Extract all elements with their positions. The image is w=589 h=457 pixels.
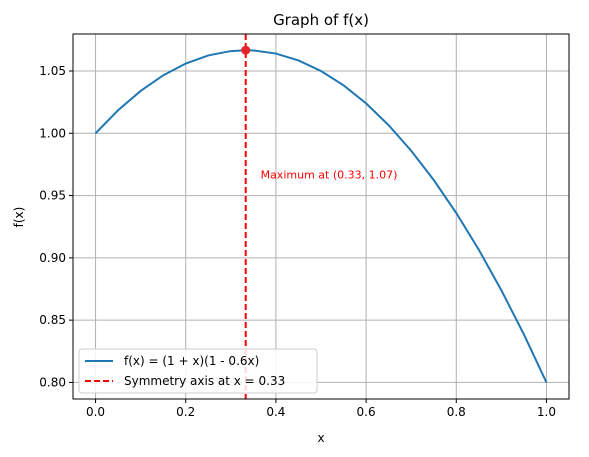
- x-tick-label: 0.6: [357, 405, 376, 419]
- y-tick-label: 0.90: [39, 251, 66, 265]
- x-tick-label: 0.4: [266, 405, 285, 419]
- x-tick-label: 0.2: [176, 405, 195, 419]
- maximum-annotation: Maximum at (0.33, 1.07): [261, 168, 398, 181]
- x-tick-label: 0.0: [86, 405, 105, 419]
- chart-title: Graph of f(x): [273, 11, 369, 29]
- x-tick-label: 0.8: [447, 405, 466, 419]
- annotations: Maximum at (0.33, 1.07): [261, 168, 398, 181]
- x-axis-label: x: [317, 431, 324, 445]
- legend-box: [78, 348, 318, 394]
- y-tick-label: 1.00: [39, 126, 66, 140]
- x-tick-label: 1.0: [537, 405, 556, 419]
- y-axis-label: f(x): [12, 207, 26, 228]
- y-tick-label: 0.85: [39, 313, 66, 327]
- legend-label-curve: f(x) = (1 + x)(1 - 0.6x): [124, 354, 259, 368]
- plot-frame: [72, 33, 570, 400]
- plot-series: [94, 34, 548, 399]
- maximum-point: [241, 45, 251, 55]
- legend: f(x) = (1 + x)(1 - 0.6x) Symmetry axis a…: [78, 348, 318, 394]
- grid: [73, 34, 569, 399]
- y-tick-label: 0.95: [39, 189, 66, 203]
- series-line-curve: [94, 49, 548, 383]
- axis-ticks: 0.0 0.2 0.4 0.6 0.8 1.0 0.80 0.85 0.90 0.95 1.00 1.…: [39, 64, 556, 419]
- legend-label-symmetry-axis: Symmetry axis at x = 0.33: [124, 374, 285, 388]
- y-tick-label: 1.05: [39, 64, 66, 78]
- y-tick-label: 0.80: [39, 375, 66, 389]
